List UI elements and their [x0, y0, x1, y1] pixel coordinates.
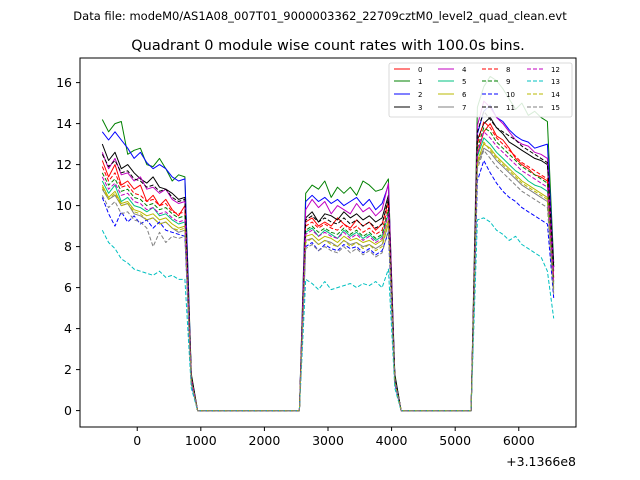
legend-frame	[388, 62, 573, 118]
legend-label-8: 8	[506, 66, 510, 74]
series-line-14	[101, 141, 555, 412]
series-line-7	[101, 147, 555, 412]
series-line-15	[101, 149, 555, 412]
series-line-9	[101, 127, 555, 412]
legend-label-15: 15	[551, 104, 560, 112]
legend-label-0: 0	[418, 66, 422, 74]
legend-label-7: 7	[462, 104, 466, 112]
legend-label-5: 5	[462, 78, 466, 86]
data-file-suptitle: Data file: modeM0/AS1A08_007T01_90000033…	[73, 9, 567, 23]
plot-frame	[79, 57, 577, 428]
legend-label-1: 1	[418, 78, 422, 86]
x-tick-label: 5000	[439, 433, 471, 448]
y-tick-label: 0	[64, 403, 72, 418]
y-tick-label: 4	[64, 321, 72, 336]
y-tick-label: 10	[56, 198, 72, 213]
x-tick-label: 0	[133, 433, 141, 448]
y-tick-label: 14	[56, 116, 72, 131]
legend-label-12: 12	[551, 66, 560, 74]
y-tick-label: 6	[64, 280, 72, 295]
series-line-10	[101, 160, 555, 412]
legend-label-11: 11	[506, 104, 515, 112]
x-tick-label: 1000	[185, 433, 217, 448]
legend-label-10: 10	[506, 91, 515, 99]
y-axis-ticks: 0 2 4 6 8 10 12 14 16	[56, 75, 80, 418]
chart-title: Quadrant 0 module wise count rates with …	[131, 38, 525, 54]
series-layer	[101, 75, 555, 412]
series-line-8	[101, 121, 555, 412]
series-line-13	[101, 217, 555, 412]
legend-label-9: 9	[506, 78, 510, 86]
series-line-6	[101, 143, 555, 412]
legend-label-6: 6	[462, 91, 467, 99]
x-tick-label: 4000	[376, 433, 408, 448]
legend-label-13: 13	[551, 78, 560, 86]
legend-label-3: 3	[418, 104, 422, 112]
series-line-4	[101, 100, 555, 412]
series-line-11	[101, 110, 555, 412]
series-line-3	[101, 116, 555, 412]
x-axis-offset-label: +3.1366e8	[506, 454, 576, 469]
x-axis-ticks: 0 1000 2000 3000 4000 5000 6000	[133, 427, 535, 448]
y-tick-label: 8	[64, 239, 72, 254]
y-tick-label: 12	[56, 157, 72, 172]
series-line-5	[101, 137, 555, 412]
x-tick-label: 6000	[503, 433, 535, 448]
legend-label-4: 4	[462, 66, 467, 74]
y-tick-label: 16	[56, 75, 72, 90]
x-tick-label: 3000	[312, 433, 344, 448]
legend-label-2: 2	[418, 91, 422, 99]
x-tick-label: 2000	[249, 433, 281, 448]
legend-label-14: 14	[551, 91, 560, 99]
y-tick-label: 2	[64, 362, 72, 377]
